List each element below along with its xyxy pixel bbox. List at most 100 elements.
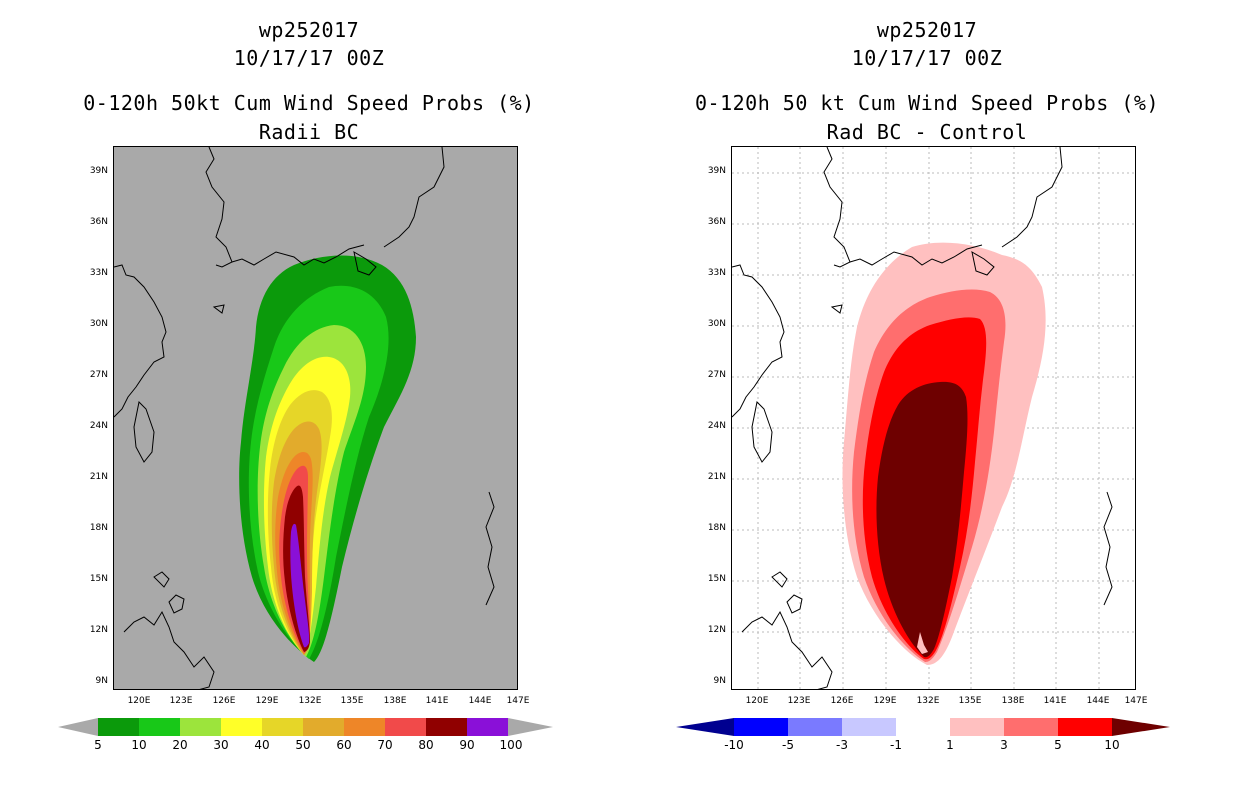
right-colorbar-label-1: 1 <box>946 738 954 752</box>
left-map <box>113 146 518 690</box>
left-lon-label-144e: 144E <box>468 696 492 706</box>
left-lon-label-123e: 123E <box>169 696 193 706</box>
left-lon-label-120e: 120E <box>127 696 151 706</box>
right-lon-label-147e: 147E <box>1124 696 1148 706</box>
left-colorbar <box>58 718 553 736</box>
right-colorbar-label-3: 3 <box>1000 738 1008 752</box>
right-lat-label-9n: 9N <box>713 676 726 686</box>
left-colorbar-label-10: 10 <box>131 738 147 752</box>
right-center-minimum <box>917 632 928 654</box>
left-lat-label-39n: 39N <box>89 166 108 176</box>
right-lon-label-135e: 135E <box>958 696 982 706</box>
right-colorbar-bin-5-10 <box>1058 718 1112 736</box>
right-date: 10/17/17 00Z <box>851 46 1003 70</box>
left-lon-label-126e: 126E <box>212 696 236 706</box>
left-colorbar-label-80: 80 <box>418 738 434 752</box>
left-lat-label-18n: 18N <box>89 523 108 533</box>
left-lat-label-27n: 27N <box>89 370 108 380</box>
left-colorbar-label-20: 20 <box>172 738 188 752</box>
right-colorbar-label-neg5: -5 <box>782 738 794 752</box>
left-colorbar-label-40: 40 <box>254 738 270 752</box>
left-colorbar-bin-30-40 <box>221 718 262 736</box>
left-lon-label-135e: 135E <box>340 696 364 706</box>
right-lat-label-12n: 12N <box>707 625 726 635</box>
left-colorbar-label-90: 90 <box>459 738 475 752</box>
left-lat-label-9n: 9N <box>95 676 108 686</box>
left-storm-id: wp252017 <box>258 18 360 42</box>
left-date: 10/17/17 00Z <box>233 46 385 70</box>
left-colorbar-over-arrow <box>508 718 553 736</box>
right-colorbar-label-neg10: -10 <box>724 738 744 752</box>
left-colorbar-label-70: 70 <box>377 738 393 752</box>
right-lat-label-15n: 15N <box>707 574 726 584</box>
left-lon-label-141e: 141E <box>425 696 449 706</box>
right-lat-label-33n: 33N <box>707 268 726 278</box>
left-colorbar-under-arrow <box>58 718 98 736</box>
left-lat-label-33n: 33N <box>89 268 108 278</box>
left-colorbar-label-60: 60 <box>336 738 352 752</box>
left-lat-label-24n: 24N <box>89 421 108 431</box>
right-colorbar-bin-neg1-1 <box>896 718 950 736</box>
left-lat-label-12n: 12N <box>89 625 108 635</box>
left-plot-title: 0-120h 50kt Cum Wind Speed Probs (%) <box>83 91 535 115</box>
left-lon-label-138e: 138E <box>383 696 407 706</box>
right-colorbar-label-neg3: -3 <box>836 738 848 752</box>
left-colorbar-bin-70-80 <box>385 718 426 736</box>
left-lat-label-15n: 15N <box>89 574 108 584</box>
right-lon-label-126e: 126E <box>830 696 854 706</box>
right-colorbar <box>676 718 1170 736</box>
left-colorbar-bin-40-50 <box>262 718 303 736</box>
right-lon-label-123e: 123E <box>787 696 811 706</box>
left-colorbar-bin-90-100 <box>467 718 508 736</box>
left-colorbar-bin-5-10 <box>98 718 139 736</box>
right-lon-label-120e: 120E <box>745 696 769 706</box>
right-lat-label-24n: 24N <box>707 421 726 431</box>
left-lat-label-21n: 21N <box>89 472 108 482</box>
right-lon-label-138e: 138E <box>1001 696 1025 706</box>
right-lat-label-18n: 18N <box>707 523 726 533</box>
right-lon-label-144e: 144E <box>1086 696 1110 706</box>
left-colorbar-label-50: 50 <box>295 738 311 752</box>
right-colorbar-bin-neg5-neg3 <box>788 718 842 736</box>
right-lat-label-36n: 36N <box>707 217 726 227</box>
right-plot-subtitle: Rad BC - Control <box>826 120 1028 144</box>
left-colorbar-bin-50-60 <box>303 718 344 736</box>
right-lon-label-129e: 129E <box>873 696 897 706</box>
left-lon-label-132e: 132E <box>298 696 322 706</box>
left-colorbar-bin-60-70 <box>344 718 385 736</box>
left-lat-label-36n: 36N <box>89 217 108 227</box>
left-map-svg <box>114 147 495 689</box>
right-lon-label-141e: 141E <box>1043 696 1067 706</box>
left-plot-subtitle: Radii BC <box>258 120 360 144</box>
left-colorbar-label-100: 100 <box>499 738 523 752</box>
right-colorbar-label-5: 5 <box>1054 738 1062 752</box>
left-colorbar-bin-80-90 <box>426 718 467 736</box>
right-map <box>731 146 1136 690</box>
right-colorbar-label-neg1: -1 <box>890 738 902 752</box>
right-lon-label-132e: 132E <box>916 696 940 706</box>
left-lon-label-129e: 129E <box>255 696 279 706</box>
right-colorbar-over-arrow <box>1112 718 1170 736</box>
right-colorbar-bin-neg10-neg5 <box>734 718 788 736</box>
right-contour-over-10 <box>876 381 968 658</box>
right-colorbar-label-10: 10 <box>1104 738 1120 752</box>
left-probability-contours <box>239 255 416 662</box>
left-colorbar-bin-10-20 <box>139 718 180 736</box>
right-map-svg <box>732 147 1135 689</box>
right-storm-id: wp252017 <box>876 18 978 42</box>
left-panel: wp252017 10/17/17 00Z 0-120h 50kt Cum Wi… <box>58 18 553 752</box>
left-contour-90 <box>290 523 310 648</box>
right-lat-label-27n: 27N <box>707 370 726 380</box>
right-colorbar-bin-3-5 <box>1004 718 1058 736</box>
left-lon-label-147e: 147E <box>506 696 530 706</box>
right-colorbar-under-arrow <box>676 718 734 736</box>
left-lat-label-30n: 30N <box>89 319 108 329</box>
right-colorbar-bin-neg3-neg1 <box>842 718 896 736</box>
right-colorbar-bin-1-3 <box>950 718 1004 736</box>
right-panel: wp252017 10/17/17 00Z 0-120h 50 kt Cum W… <box>618 0 1236 800</box>
right-coastlines <box>732 147 1113 689</box>
left-coastlines <box>114 147 495 689</box>
right-difference-contours <box>842 242 1046 665</box>
right-plot-title: 0-120h 50 kt Cum Wind Speed Probs (%) <box>694 91 1160 115</box>
right-lat-label-39n: 39N <box>707 166 726 176</box>
